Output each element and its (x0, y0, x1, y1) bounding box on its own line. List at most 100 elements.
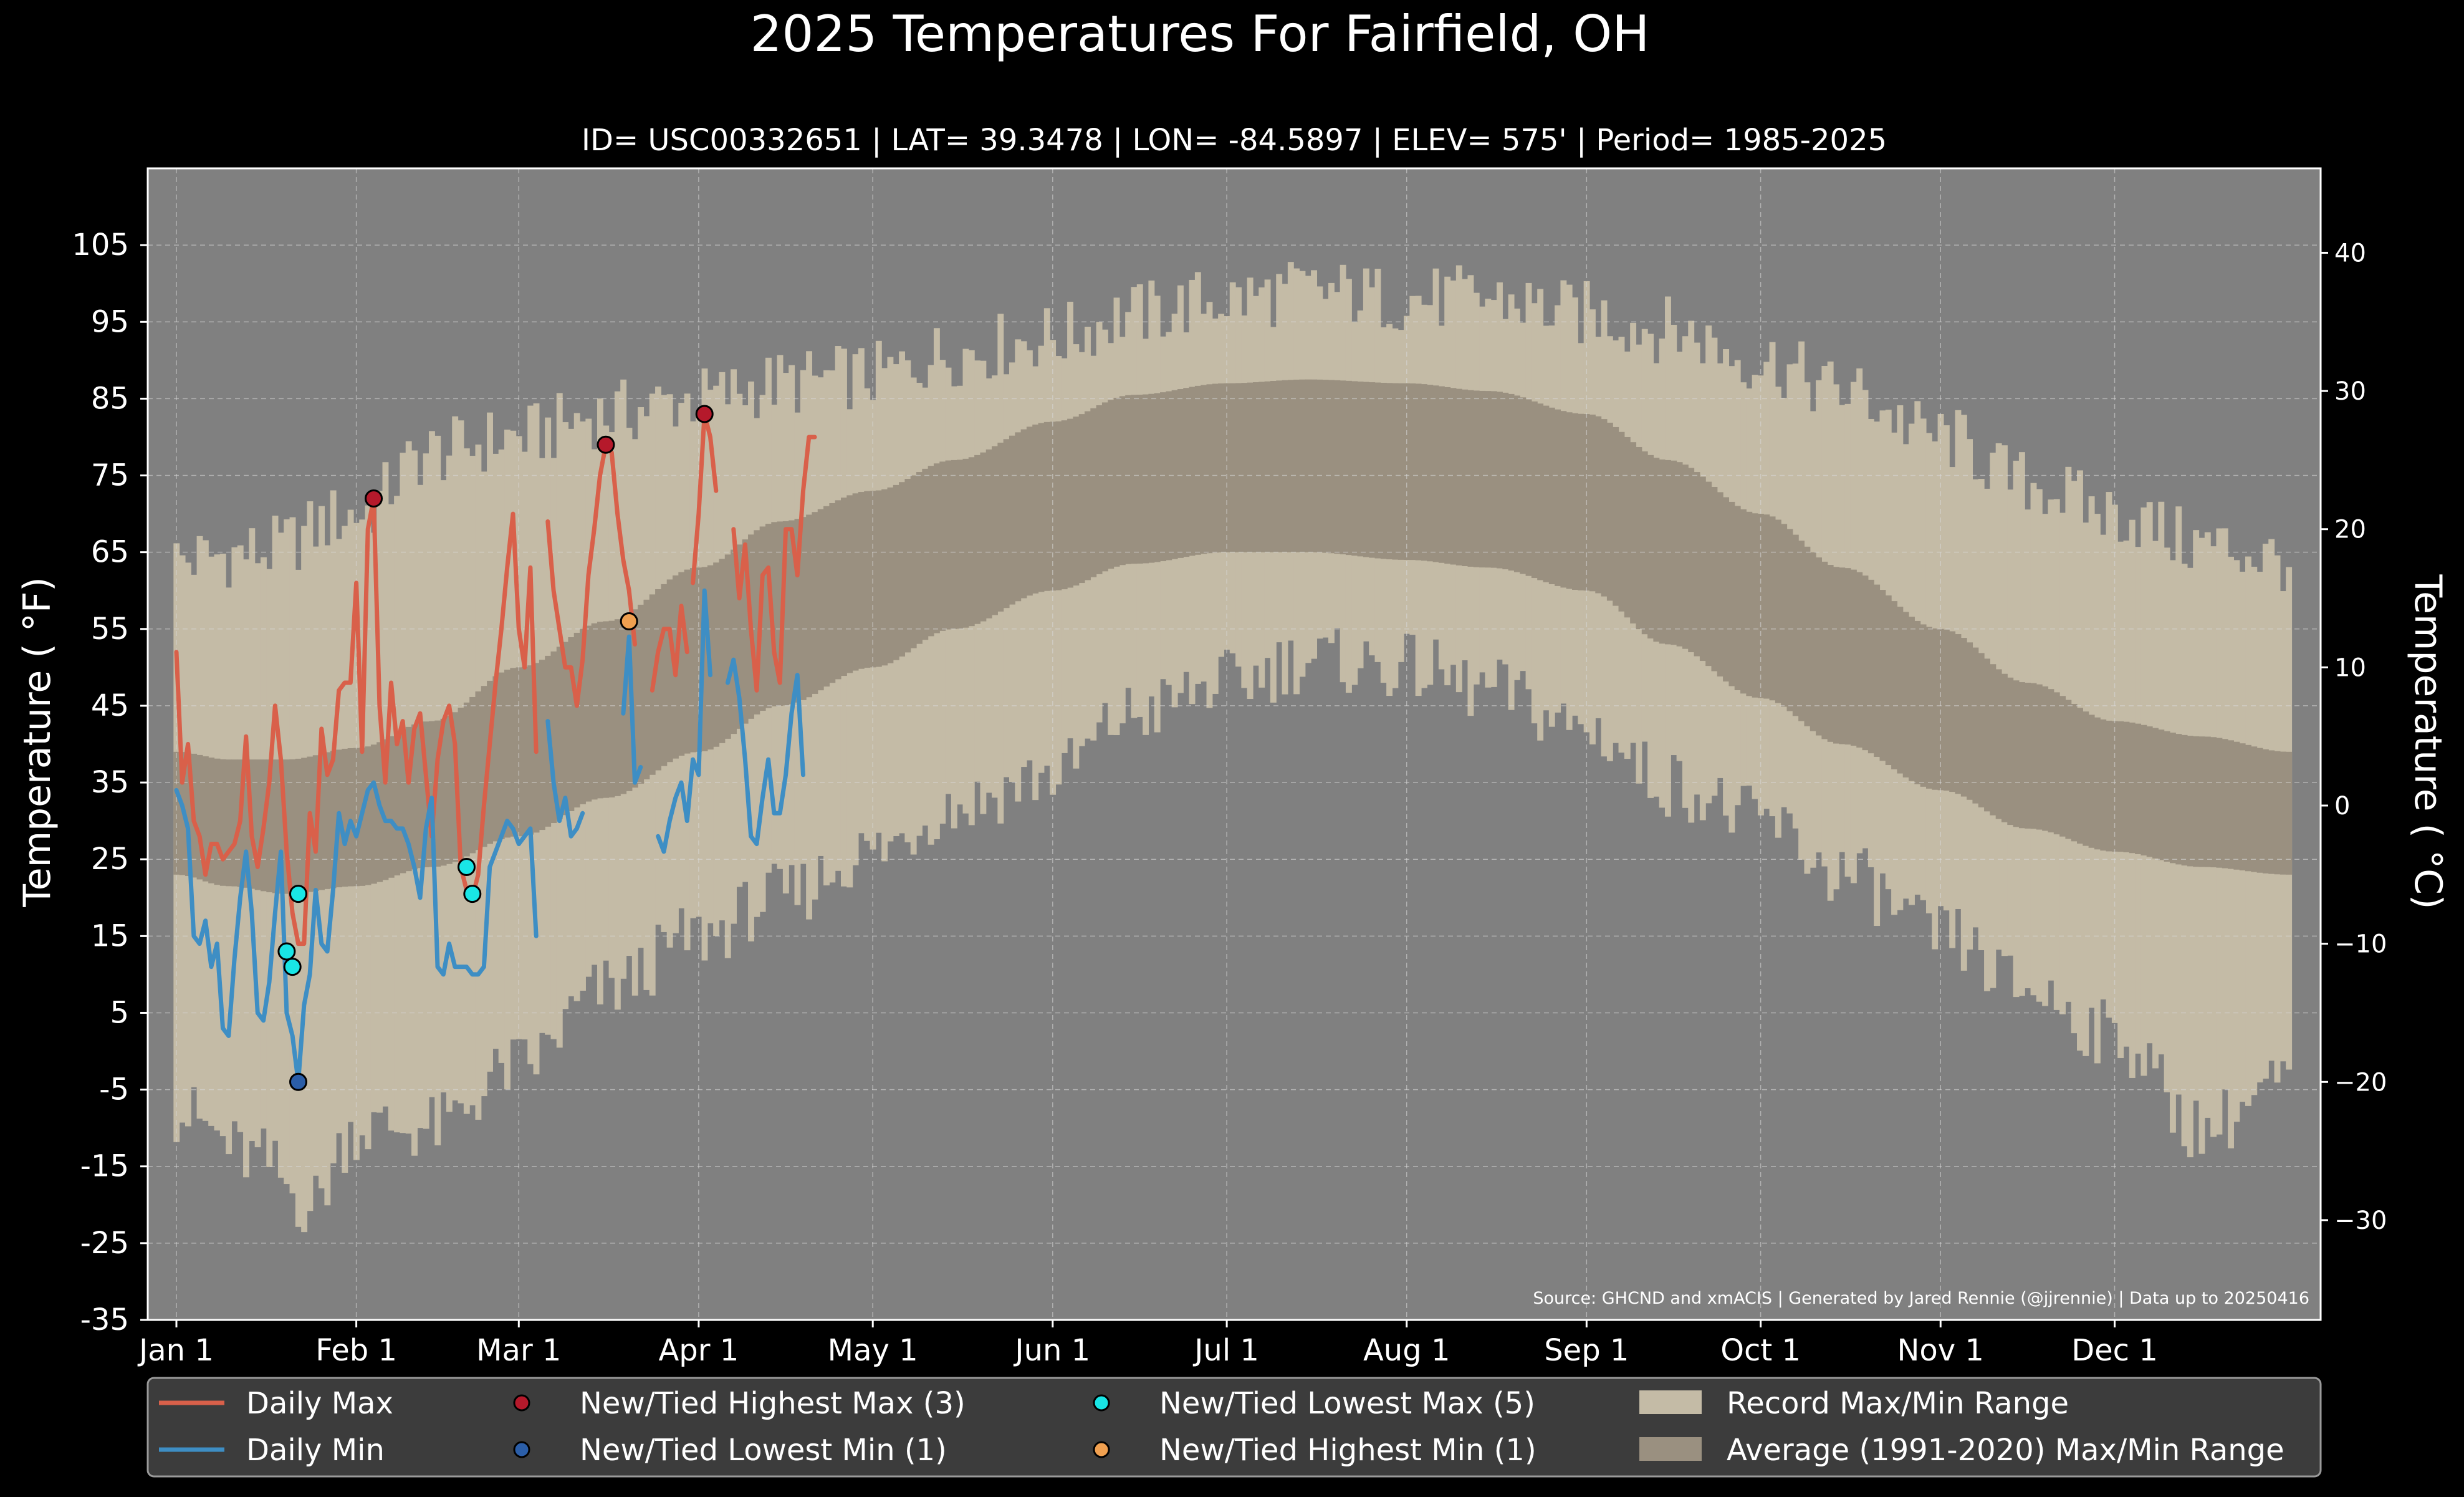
normal-range-bar (2152, 728, 2159, 859)
normal-range-bar (1050, 421, 1057, 591)
normal-range-bar (1502, 392, 1509, 570)
normal-range-bar (1427, 385, 1434, 562)
normal-range-bar (1171, 390, 1178, 559)
normal-range-bar (794, 519, 801, 703)
x-tick-label: Feb 1 (315, 1333, 397, 1368)
normal-range-bar (2279, 751, 2286, 875)
normal-range-bar (330, 751, 337, 888)
normal-range-bar (939, 461, 946, 631)
normal-range-bar (1653, 458, 1660, 642)
normal-range-bar (219, 759, 226, 886)
normal-range-bar (301, 758, 308, 893)
normal-range-bar (481, 686, 487, 847)
normal-range-bar (527, 665, 534, 835)
normal-range-bar (1728, 501, 1735, 686)
normal-range-bar (1241, 383, 1248, 552)
normal-range-bar (974, 455, 981, 624)
normal-range-bar (1699, 476, 1706, 662)
normal-range-bar (2129, 722, 2136, 854)
normal-range-bar (1618, 431, 1625, 612)
y-tick-label-c: 40 (2334, 239, 2366, 267)
normal-range-bar (1189, 387, 1196, 556)
normal-range-bar (2204, 736, 2211, 867)
normal-range-bar (1537, 403, 1544, 580)
normal-range-bar (985, 449, 992, 619)
normal-range-bar (2001, 673, 2008, 822)
normal-range-bar (1548, 407, 1555, 584)
normal-range-bar (1316, 379, 1323, 553)
normal-range-bar (1160, 392, 1166, 562)
normal-range-bar (933, 463, 940, 633)
normal-range-bar (2030, 683, 2037, 829)
normal-range-bar (2048, 689, 2054, 833)
normal-range-bar (1682, 465, 1689, 649)
normal-range-bar (881, 489, 888, 666)
normal-range-bar (1589, 414, 1596, 592)
normal-range-bar (365, 746, 372, 885)
normal-range-bar (951, 460, 957, 629)
normal-range-bar (173, 751, 180, 875)
normal-range-bar (887, 487, 894, 663)
normal-range-bar (272, 759, 279, 893)
normal-range-bar (2256, 748, 2263, 873)
normal-range-bar (2123, 721, 2130, 852)
normal-range-bar (521, 667, 528, 836)
y-tick-label: 85 (91, 381, 129, 416)
chart-subtitle: ID= USC00332651 | LAT= 39.3478 | LON= -8… (582, 123, 1887, 158)
normal-range-bar (1282, 380, 1288, 552)
normal-range-bar (573, 632, 580, 808)
normal-range-bar (2094, 717, 2101, 850)
normal-range-bar (1450, 388, 1457, 565)
normal-range-bar (2175, 734, 2182, 865)
normal-range-bar (2187, 736, 2193, 867)
x-tick-label: Jan 1 (137, 1333, 214, 1368)
new-tied-lowest-maxmarker (277, 942, 296, 961)
normal-range-bar (1555, 409, 1561, 586)
normal-range-bar (864, 491, 871, 668)
normal-range-bar (1949, 631, 1956, 792)
normal-range-bar (394, 733, 401, 876)
normal-range-bar (243, 759, 249, 888)
normal-range-bar (922, 468, 929, 640)
normal-range-bar (295, 758, 302, 893)
normal-range-bar (1862, 575, 1869, 751)
normal-range-bar (1119, 396, 1126, 566)
normal-range-bar (1154, 393, 1161, 562)
normal-range-bar (2013, 680, 2020, 827)
daily-max-line (174, 496, 539, 946)
normal-range-bar (1032, 424, 1039, 594)
normal-range-bar (208, 758, 215, 883)
normal-range-bar (2239, 743, 2246, 871)
normal-range-bar (2233, 741, 2240, 870)
normal-range-bar (962, 458, 969, 628)
normal-range-bar (2262, 749, 2269, 874)
normal-range-bar (1711, 487, 1718, 671)
normal-range-bar (1490, 391, 1497, 568)
normal-range-bar (1264, 381, 1271, 552)
normal-range-bar (789, 520, 795, 705)
normal-range-bar (782, 521, 789, 706)
normal-range-bar (1844, 568, 1851, 745)
legend-patch-swatch (1639, 1390, 1702, 1414)
plot-area (146, 167, 2322, 1321)
new-tied-highest-minmarker (620, 612, 638, 630)
normal-range-bar (1322, 380, 1329, 553)
normal-range-bar (1061, 420, 1068, 590)
normal-range-bar (835, 500, 841, 680)
x-tick-label: Nov 1 (1897, 1333, 1983, 1368)
legend-marker-swatch (513, 1441, 530, 1458)
normal-range-bar (631, 609, 638, 788)
normal-range-bar (1253, 382, 1259, 552)
y-tick-label: 15 (91, 918, 129, 953)
normal-range-bar (1891, 601, 1898, 769)
normal-range-bar (1444, 387, 1451, 564)
normal-range-bar (945, 460, 952, 630)
new-tied-highest-maxmarker (365, 489, 383, 508)
normal-range-bar (2164, 731, 2170, 862)
normal-range-bar (1357, 381, 1364, 557)
normal-range-bar (1897, 607, 1904, 774)
record-markers (277, 405, 714, 1091)
y-tick-label-c: −10 (2334, 930, 2387, 959)
normal-range-bar (858, 492, 865, 669)
normal-range-bar (1734, 506, 1741, 690)
